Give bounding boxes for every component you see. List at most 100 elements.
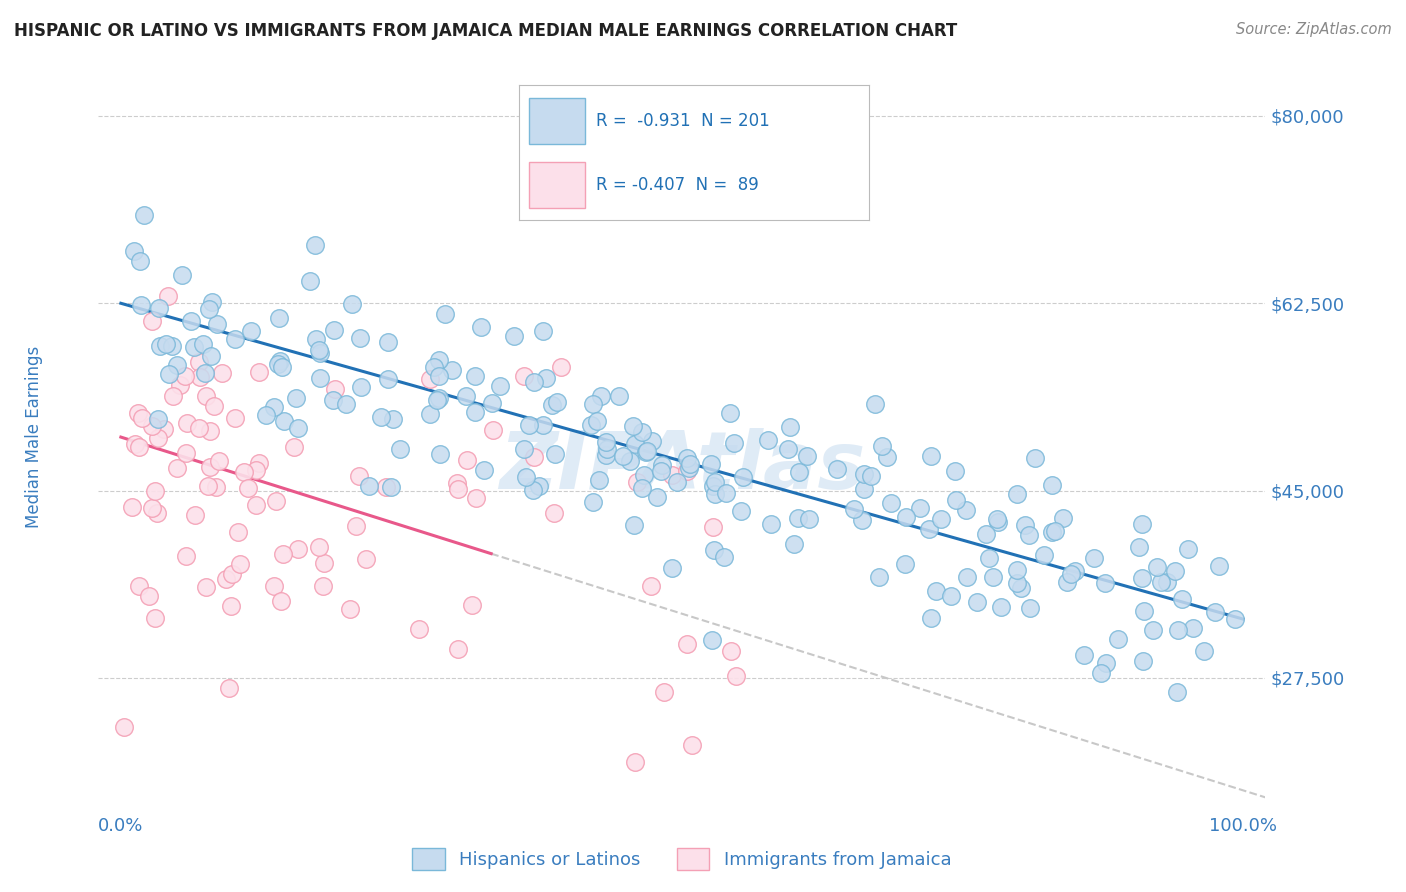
- Point: [464, 405, 486, 419]
- Point: [1063, 564, 1085, 578]
- Point: [1166, 685, 1188, 699]
- Point: [894, 557, 917, 571]
- Point: [1005, 487, 1028, 501]
- Point: [239, 324, 262, 338]
- Point: [1130, 516, 1153, 531]
- Point: [309, 346, 332, 360]
- Point: [787, 511, 810, 525]
- Point: [1171, 592, 1194, 607]
- Point: [543, 506, 565, 520]
- Point: [652, 684, 675, 698]
- Point: [502, 329, 524, 343]
- Point: [489, 378, 512, 392]
- Point: [986, 512, 1008, 526]
- Point: [939, 589, 962, 603]
- Point: [1177, 541, 1199, 556]
- Point: [1130, 571, 1153, 585]
- Point: [779, 420, 801, 434]
- Point: [596, 442, 619, 457]
- Point: [447, 642, 470, 657]
- Point: [716, 486, 738, 500]
- Point: [534, 371, 557, 385]
- Point: [527, 479, 550, 493]
- Point: [925, 583, 948, 598]
- Point: [470, 320, 492, 334]
- Point: [226, 525, 249, 540]
- Point: [299, 274, 322, 288]
- Point: [776, 442, 799, 456]
- Point: [157, 289, 180, 303]
- Point: [945, 492, 967, 507]
- Point: [630, 481, 652, 495]
- Point: [522, 483, 544, 497]
- Point: [370, 410, 392, 425]
- Point: [607, 389, 630, 403]
- Point: [955, 503, 977, 517]
- Point: [825, 462, 848, 476]
- Point: [482, 423, 505, 437]
- Point: [582, 397, 605, 411]
- Point: [1094, 575, 1116, 590]
- Point: [433, 307, 456, 321]
- Point: [920, 610, 942, 624]
- Point: [346, 519, 368, 533]
- Point: [546, 395, 568, 409]
- Point: [585, 414, 607, 428]
- Point: [323, 382, 346, 396]
- Point: [756, 433, 779, 447]
- Point: [661, 468, 683, 483]
- Point: [1146, 560, 1168, 574]
- Point: [419, 407, 441, 421]
- Point: [247, 456, 270, 470]
- Point: [868, 570, 890, 584]
- Point: [339, 602, 361, 616]
- Point: [1024, 450, 1046, 465]
- Point: [531, 324, 554, 338]
- Point: [122, 244, 145, 259]
- Point: [201, 295, 224, 310]
- Point: [859, 469, 882, 483]
- Point: [464, 491, 486, 505]
- Point: [269, 354, 291, 368]
- Point: [713, 549, 735, 564]
- Point: [920, 449, 942, 463]
- Point: [853, 467, 876, 481]
- Point: [865, 397, 887, 411]
- Point: [287, 542, 309, 557]
- Point: [1010, 582, 1032, 596]
- Point: [174, 446, 197, 460]
- Point: [191, 337, 214, 351]
- Point: [188, 421, 211, 435]
- Point: [198, 302, 221, 317]
- Point: [184, 508, 207, 523]
- Point: [224, 410, 246, 425]
- Point: [1005, 575, 1028, 590]
- Point: [624, 437, 647, 451]
- Point: [918, 522, 941, 536]
- Point: [245, 463, 267, 477]
- Point: [254, 409, 277, 423]
- Point: [349, 331, 371, 345]
- Point: [799, 511, 821, 525]
- Point: [188, 369, 211, 384]
- Point: [681, 738, 703, 752]
- Point: [195, 581, 218, 595]
- Point: [666, 475, 689, 490]
- Point: [146, 431, 169, 445]
- Point: [472, 463, 495, 477]
- Point: [1156, 575, 1178, 590]
- Point: [221, 566, 243, 581]
- Point: [523, 375, 546, 389]
- Point: [238, 481, 260, 495]
- Point: [702, 543, 724, 558]
- Point: [148, 301, 170, 316]
- Point: [426, 393, 449, 408]
- Point: [176, 416, 198, 430]
- Point: [636, 444, 658, 458]
- Point: [207, 454, 229, 468]
- Point: [423, 359, 446, 374]
- Point: [322, 323, 344, 337]
- Point: [322, 392, 344, 407]
- Point: [197, 479, 219, 493]
- Point: [702, 478, 724, 492]
